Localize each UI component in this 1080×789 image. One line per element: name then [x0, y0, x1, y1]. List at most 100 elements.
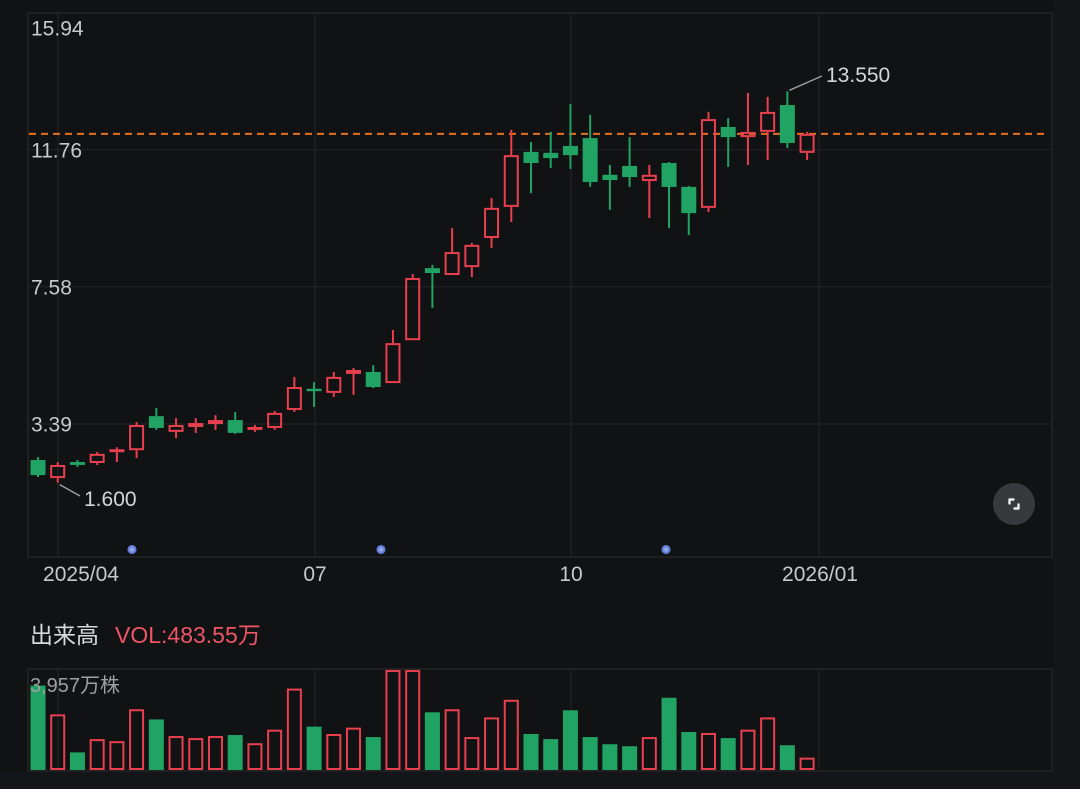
candle[interactable] [69, 460, 85, 467]
volume-pane-border [27, 668, 1053, 772]
candle[interactable] [267, 410, 283, 430]
volume-bar[interactable] [405, 669, 421, 770]
candle[interactable] [365, 365, 381, 389]
volume-bar[interactable] [326, 734, 342, 771]
candle[interactable] [503, 129, 519, 222]
candle[interactable] [720, 118, 736, 167]
y-axis-label: 11.76 [31, 139, 82, 162]
price-annotation-high: 13.550 [826, 64, 890, 87]
volume-bar[interactable] [168, 736, 184, 770]
candle[interactable] [207, 415, 223, 430]
x-axis-label: 2026/01 [782, 563, 858, 586]
volume-bar[interactable] [306, 726, 322, 770]
candle[interactable] [424, 264, 440, 309]
volume-bar[interactable] [523, 734, 539, 770]
volume-bar[interactable] [286, 688, 302, 771]
volume-bar[interactable] [503, 699, 519, 770]
volume-bar[interactable] [602, 744, 618, 770]
expand-icon [1008, 498, 1020, 510]
event-marker-dot[interactable] [376, 544, 386, 555]
candle[interactable] [227, 411, 243, 434]
candle[interactable] [582, 114, 598, 187]
volume-axis-max-label: 3,957万株 [30, 675, 121, 697]
volume-bar[interactable] [50, 714, 66, 770]
candle[interactable] [129, 422, 145, 459]
volume-bar[interactable] [779, 745, 795, 770]
candle[interactable] [326, 371, 342, 397]
volume-bar[interactable] [484, 717, 500, 770]
price-annotation-low: 1.600 [84, 488, 137, 511]
volume-bar[interactable] [227, 735, 243, 770]
candle[interactable] [30, 457, 46, 478]
candle[interactable] [464, 242, 480, 277]
candle[interactable] [562, 104, 578, 169]
x-axis-label: 07 [303, 563, 326, 586]
volume-bar[interactable] [247, 743, 263, 771]
volume-bar[interactable] [365, 737, 381, 770]
candle[interactable] [89, 451, 105, 465]
volume-bar[interactable] [109, 741, 125, 771]
candle[interactable] [346, 368, 362, 395]
volume-bar[interactable] [760, 717, 776, 770]
candle[interactable] [484, 198, 500, 249]
event-marker-dot[interactable] [127, 544, 137, 555]
candle[interactable] [168, 418, 184, 439]
volume-bar[interactable] [148, 719, 164, 770]
x-axis-label: 2025/04 [43, 563, 119, 586]
event-marker-dot[interactable] [661, 544, 671, 555]
expand-button[interactable] [993, 483, 1035, 525]
volume-bar[interactable] [89, 739, 105, 770]
volume-bar[interactable] [424, 712, 440, 770]
volume-bar[interactable] [720, 738, 736, 770]
volume-bar[interactable] [207, 736, 223, 770]
candle[interactable] [661, 162, 677, 229]
candle[interactable] [779, 91, 795, 148]
volume-bar[interactable] [622, 746, 638, 770]
candle[interactable] [109, 447, 125, 463]
candle[interactable] [543, 131, 559, 168]
volume-bar[interactable] [543, 739, 559, 770]
candle[interactable] [523, 142, 539, 194]
candle[interactable] [641, 164, 657, 219]
candle[interactable] [681, 185, 697, 236]
volume-bar[interactable] [188, 738, 204, 771]
volume-bar[interactable] [129, 709, 145, 770]
candle[interactable] [385, 330, 401, 384]
candle[interactable] [799, 131, 815, 161]
volume-bar[interactable] [799, 757, 815, 770]
volume-bar[interactable] [444, 709, 460, 770]
candle[interactable] [247, 425, 263, 432]
candle[interactable] [148, 407, 164, 430]
candle[interactable] [188, 418, 204, 433]
y-axis-label: 3.39 [31, 414, 72, 437]
candle[interactable] [760, 96, 776, 161]
volume-bar[interactable] [661, 697, 677, 770]
volume-bar[interactable] [346, 727, 362, 770]
volume-bar[interactable] [700, 732, 716, 770]
candle[interactable] [286, 376, 302, 412]
candle[interactable] [444, 228, 460, 276]
volume-bar[interactable] [464, 737, 480, 771]
candle[interactable] [602, 164, 618, 210]
volume-bar[interactable] [69, 752, 85, 770]
candle[interactable] [700, 111, 716, 213]
volume-bar[interactable] [582, 737, 598, 770]
grid [28, 12, 1052, 771]
volume-bar[interactable] [740, 729, 756, 770]
candle[interactable] [622, 137, 638, 187]
candle[interactable] [740, 92, 756, 165]
annotation-leader-line [789, 75, 823, 91]
candle[interactable] [50, 462, 66, 483]
volume-bar[interactable] [385, 669, 401, 770]
candle[interactable] [306, 382, 322, 407]
volume-bar[interactable] [30, 685, 46, 770]
volume-indicator-label[interactable]: 出来高 [30, 622, 99, 648]
bottom-edge-strip [0, 772, 1053, 789]
volume-header: 出来高 VOL:483.55万 [30, 620, 261, 650]
volume-bar[interactable] [267, 729, 283, 770]
volume-bar[interactable] [641, 737, 657, 771]
volume-bar[interactable] [562, 710, 578, 770]
volume-bar[interactable] [681, 731, 697, 770]
candle[interactable] [405, 274, 421, 341]
